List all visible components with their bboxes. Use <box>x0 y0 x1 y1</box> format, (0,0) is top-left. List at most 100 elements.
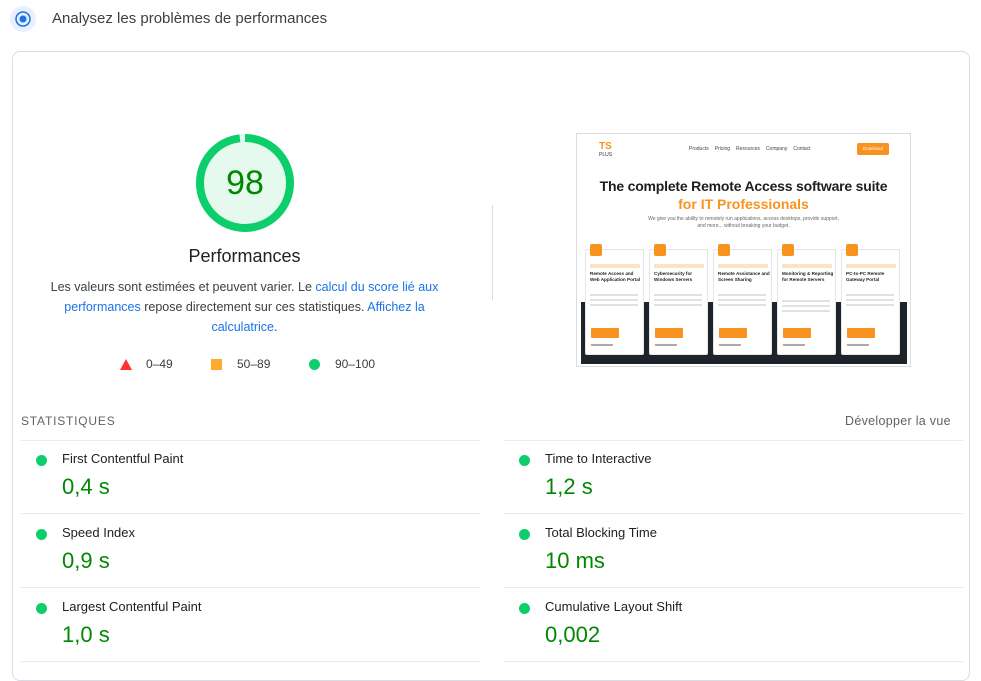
screenshot-product-card: Remote Access and Web Application Portal <box>585 244 644 355</box>
text-line <box>846 294 894 296</box>
text-line <box>782 305 830 307</box>
product-cta <box>847 328 875 338</box>
text-line <box>718 299 766 301</box>
metric-name: Total Blocking Time <box>545 525 657 540</box>
text-line <box>846 304 894 306</box>
lighthouse-icon <box>10 6 36 32</box>
text-line <box>654 294 702 296</box>
divider <box>504 661 963 662</box>
legend-range: 50–89 <box>237 357 271 371</box>
metric-first-contentful-paint: First Contentful Paint 0,4 s <box>21 440 481 514</box>
pass-icon <box>36 529 47 540</box>
pass-icon <box>36 603 47 614</box>
screenshot-product-card: PC-to-PC Remote Gateway Portal <box>841 244 900 355</box>
product-icon <box>718 244 730 256</box>
metric-name: Cumulative Layout Shift <box>545 599 683 614</box>
text-line <box>590 299 638 301</box>
divider <box>504 587 963 588</box>
legend-range: 90–100 <box>335 357 376 371</box>
desc-text-2: repose directement sur ces statistiques. <box>140 300 368 314</box>
pass-icon <box>36 455 47 466</box>
metric-value: 0,9 s <box>62 548 110 573</box>
metric-speed-index: Speed Index 0,9 s <box>21 514 481 588</box>
screenshot-product-card: Cybersecurity for Windows Servers <box>649 244 708 355</box>
score-calculation-link[interactable]: calcul du score lié aux performances <box>64 280 439 314</box>
learn-more <box>847 344 869 346</box>
pass-icon <box>519 603 530 614</box>
metrics-heading: STATISTIQUES <box>21 414 116 428</box>
product-cta <box>655 328 683 338</box>
learn-more <box>655 344 677 346</box>
metric-largest-contentful-paint: Largest Contentful Paint 1,0 s <box>21 588 481 662</box>
text-line <box>782 300 830 302</box>
nav-link: Pricing <box>714 146 731 152</box>
section-header: Analysez les problèmes de performances <box>0 0 981 40</box>
square-icon <box>211 359 222 370</box>
metric-value: 0,4 s <box>62 474 110 499</box>
screenshot-headline: The complete Remote Access software suit… <box>599 178 888 194</box>
screenshot-nav: TS PLUS Products Pricing Resources Company Co… <box>577 134 910 164</box>
product-cta <box>783 328 811 338</box>
score-gauge <box>196 134 294 232</box>
divider <box>504 513 963 514</box>
product-title: Remote Assistance and Screen Sharing <box>718 271 770 282</box>
divider <box>21 587 480 588</box>
product-icon <box>846 244 858 256</box>
final-screenshot: TS PLUS Products Pricing Resources Company Co… <box>576 133 911 367</box>
metric-name: Largest Contentful Paint <box>62 599 202 614</box>
screenshot-download-button: Download <box>857 143 889 155</box>
nav-link: Company <box>765 146 788 152</box>
metric-value: 1,2 s <box>545 474 593 499</box>
desc-text-3: . <box>274 320 278 334</box>
calculator-link[interactable]: Affichez la calculatrice <box>211 300 425 334</box>
expand-view-toggle[interactable]: Développer la vue <box>845 414 951 428</box>
score-value: 98 <box>226 164 264 202</box>
product-icon <box>782 244 794 256</box>
divider <box>21 661 480 662</box>
product-tag <box>654 264 704 268</box>
logo-sub: PLUS <box>599 152 613 158</box>
metric-value: 1,0 s <box>62 622 110 647</box>
text-line <box>846 299 894 301</box>
product-title: Cybersecurity for Windows Servers <box>654 271 693 282</box>
category-title: Performances <box>188 246 301 266</box>
learn-more <box>719 344 741 346</box>
learn-more <box>783 344 805 346</box>
product-icon <box>590 244 602 256</box>
product-icon <box>654 244 666 256</box>
product-tag <box>782 264 832 268</box>
text-line <box>718 294 766 296</box>
metric-value: 0,002 <box>545 622 601 647</box>
logo-text: TS <box>599 141 612 152</box>
text-line <box>654 299 702 301</box>
pass-icon <box>519 455 530 466</box>
metric-time-to-interactive: Time to Interactive 1,2 s <box>504 440 964 514</box>
product-title: PC-to-PC Remote Gateway Portal <box>846 271 885 282</box>
nav-link: Contact <box>793 146 811 152</box>
product-tag <box>718 264 768 268</box>
screenshot-logo: TS PLUS <box>599 142 612 160</box>
metric-name: First Contentful Paint <box>62 451 184 466</box>
screenshot-product-card: Monitoring & Reporting for Remote Server… <box>777 244 836 355</box>
pass-icon <box>519 529 530 540</box>
nav-link: Products <box>689 146 709 152</box>
text-line <box>782 310 830 312</box>
section-title: Analysez les problèmes de performances <box>52 10 328 27</box>
product-tag <box>590 264 640 268</box>
score-description: Les valeurs sont estimées et peuvent var… <box>50 277 439 337</box>
legend-range: 0–49 <box>146 357 173 371</box>
metric-name: Speed Index <box>62 525 136 540</box>
screenshot-product-card: Remote Assistance and Screen Sharing <box>713 244 772 355</box>
product-cta <box>591 328 619 338</box>
product-tag <box>846 264 896 268</box>
text-line <box>590 294 638 296</box>
product-cta <box>719 328 747 338</box>
metric-total-blocking-time: Total Blocking Time 10 ms <box>504 514 964 588</box>
triangle-icon <box>120 359 132 370</box>
screenshot-nav-links: Products Pricing Resources Company Contact <box>689 146 817 152</box>
text-line <box>590 304 638 306</box>
circle-icon <box>309 359 320 370</box>
divider <box>492 205 493 300</box>
desc-text-1: Les valeurs sont estimées et peuvent var… <box>50 280 316 294</box>
screenshot-headline-accent: for IT Professionals <box>678 196 809 212</box>
